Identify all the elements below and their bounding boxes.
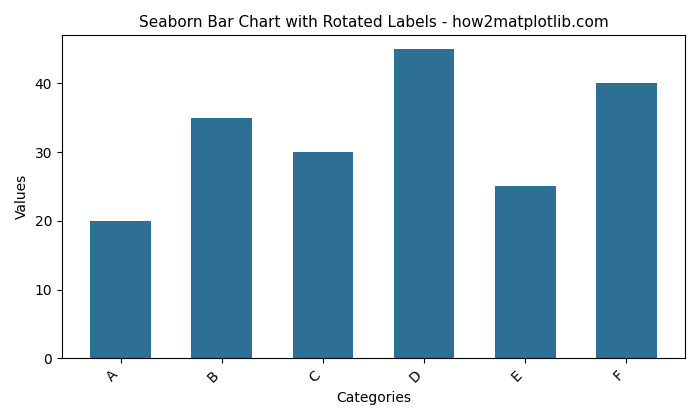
Y-axis label: Values: Values bbox=[15, 174, 29, 219]
Bar bbox=[293, 152, 354, 358]
Title: Seaborn Bar Chart with Rotated Labels - how2matplotlib.com: Seaborn Bar Chart with Rotated Labels - … bbox=[139, 15, 608, 30]
Bar bbox=[495, 186, 556, 358]
Bar bbox=[191, 118, 252, 358]
Bar bbox=[90, 221, 151, 358]
Bar bbox=[596, 84, 657, 358]
X-axis label: Categories: Categories bbox=[336, 391, 411, 405]
Bar bbox=[393, 49, 454, 358]
